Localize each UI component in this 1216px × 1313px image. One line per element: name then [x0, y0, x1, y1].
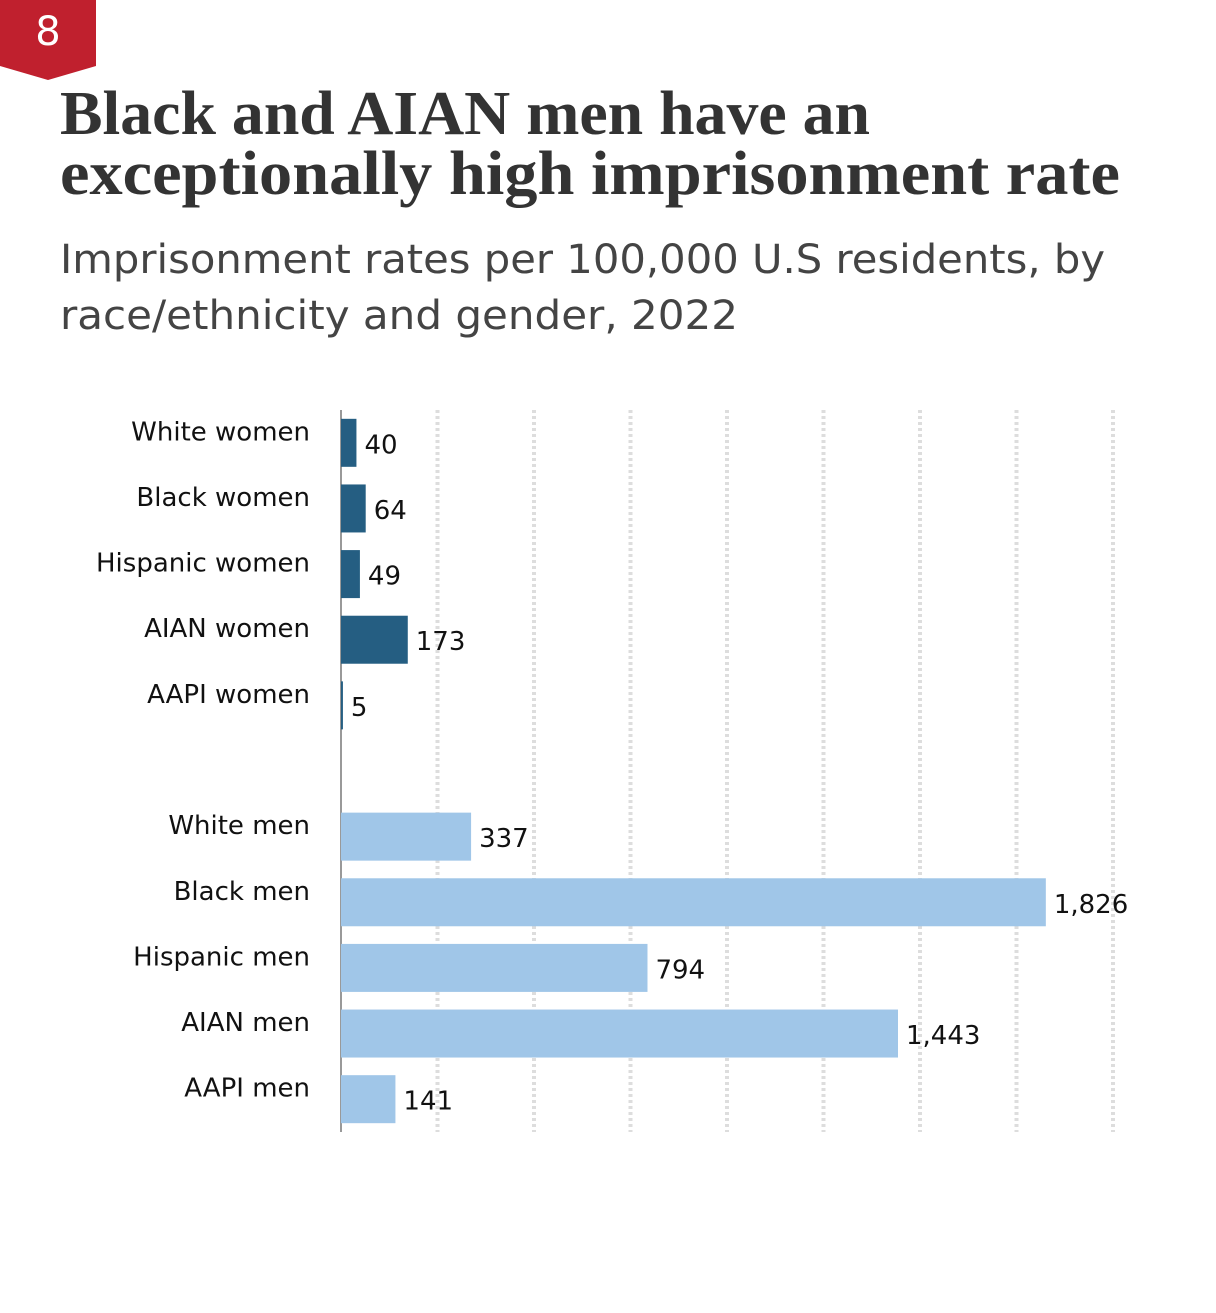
chart-subtitle: race/ethnicity and gender, 2022 [60, 293, 738, 339]
category-label: Hispanic men [133, 942, 310, 972]
value-label: 40 [364, 430, 397, 460]
category-label: White women [131, 417, 310, 447]
value-label: 5 [351, 693, 368, 723]
bar [341, 943, 648, 992]
chart-title: exceptionally high imprisonment rate [60, 140, 1120, 208]
value-label: 1,443 [906, 1021, 980, 1051]
category-label: Black men [174, 877, 310, 907]
bar [341, 1075, 396, 1124]
badge [0, 0, 96, 80]
category-label: Black women [136, 483, 310, 513]
bar [341, 681, 343, 730]
chart-subtitle: Imprisonment rates per 100,000 U.S resid… [60, 237, 1105, 283]
category-label: AAPI women [147, 680, 310, 710]
bar [341, 812, 472, 861]
category-label: Hispanic women [96, 549, 310, 579]
category-label: AIAN men [181, 1008, 310, 1038]
bar [341, 484, 366, 533]
bar [341, 878, 1046, 927]
bar [341, 1009, 898, 1058]
category-label: White men [168, 811, 310, 841]
value-label: 1,826 [1054, 890, 1128, 920]
value-label: 49 [368, 562, 401, 592]
category-label: AIAN women [144, 614, 310, 644]
value-label: 337 [479, 824, 529, 854]
chart-title: Black and AIAN men have an [60, 80, 870, 148]
bar [341, 418, 357, 467]
bar [341, 550, 360, 599]
badge-number: 8 [35, 9, 60, 55]
value-label: 173 [416, 627, 466, 657]
value-label: 141 [403, 1087, 453, 1117]
value-label: 794 [655, 955, 705, 985]
value-label: 64 [374, 496, 407, 526]
bar [341, 615, 408, 664]
category-label: AAPI men [184, 1074, 310, 1104]
